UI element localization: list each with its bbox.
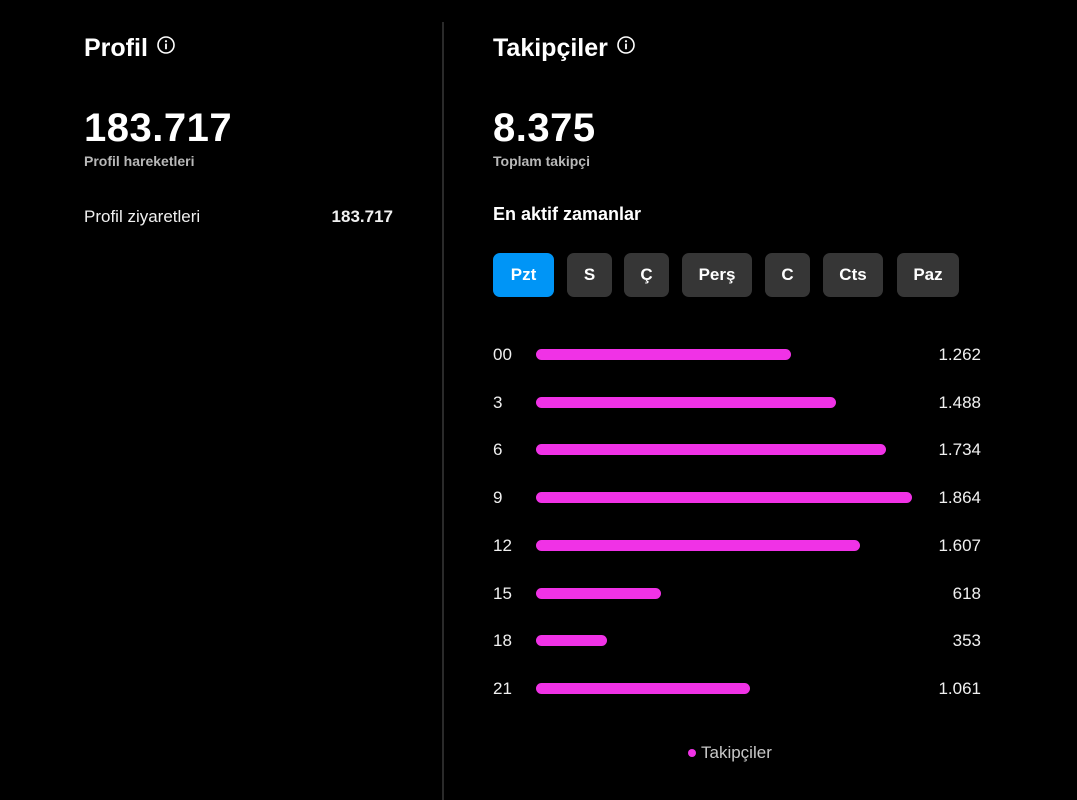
profile-total-label: Profil hareketleri [84,153,195,169]
profile-visits-value: 183.717 [331,207,393,226]
tab-day-sun[interactable]: Paz [897,253,959,297]
tab-day-tue[interactable]: S [567,253,612,297]
chart-row: 15 618 [493,582,981,606]
chart-bar [536,682,750,694]
followers-total-label: Toplam takipçi [493,153,590,169]
chart-row: 00 1.262 [493,343,981,367]
chart-bar [536,349,791,360]
legend-dot [688,749,696,757]
profile-title: Profil [84,33,148,62]
chart-value-label: 1.734 [938,440,981,460]
tab-day-fri[interactable]: C [765,253,810,297]
chart-row: 12 1.607 [493,534,981,558]
chart-hour-label: 21 [493,678,512,698]
followers-total: 8.375 [493,106,596,150]
chart-row: 3 1.488 [493,391,981,415]
profile-total: 183.717 [84,106,233,150]
followers-title: Takipçiler [493,33,608,62]
chart-legend: Takipçiler [688,743,772,763]
chart-row: 9 1.864 [493,486,981,510]
chart-value-label: 1.061 [938,678,981,698]
chart-hour-label: 12 [493,535,512,555]
legend-label: Takipçiler [701,743,772,762]
chart-value-label: 1.864 [938,488,981,508]
tab-day-wed[interactable]: Ç [624,253,669,297]
profile-visits-label: Profil ziyaretleri [84,207,201,226]
chart-bar [536,539,860,551]
chart-bar [536,444,886,456]
chart-value-label: 1.488 [938,392,981,412]
chart-hour-label: 18 [493,631,512,651]
chart-hour-label: 6 [493,440,503,460]
followers-section-title: Takipçiler [493,30,635,66]
column-divider [442,22,444,800]
chart-row: 18 353 [493,629,981,653]
chart-value-label: 1.262 [938,345,981,364]
chart-value-label: 353 [952,631,981,651]
profile-section-title: Profil [84,30,175,66]
chart-bar [536,492,912,504]
info-icon[interactable] [157,36,175,54]
chart-hour-label: 3 [493,392,503,412]
chart-bar [536,587,661,599]
chart-row: 6 1.734 [493,438,981,462]
tab-day-thu[interactable]: Perş [682,253,752,297]
info-icon[interactable] [617,36,635,54]
chart-bar [536,396,836,408]
chart-hour-label: 00 [493,345,512,364]
tab-day-mon[interactable]: Pzt [493,253,554,297]
chart-row: 21 1.061 [493,677,981,701]
tab-day-sat[interactable]: Cts [823,253,883,297]
chart-hour-label: 9 [493,488,503,508]
chart-hour-label: 15 [493,583,512,603]
chart-bar [536,635,607,647]
active-times-heading: En aktif zamanlar [493,204,642,224]
chart-value-label: 1.607 [938,535,981,555]
chart-value-label: 618 [952,583,981,603]
